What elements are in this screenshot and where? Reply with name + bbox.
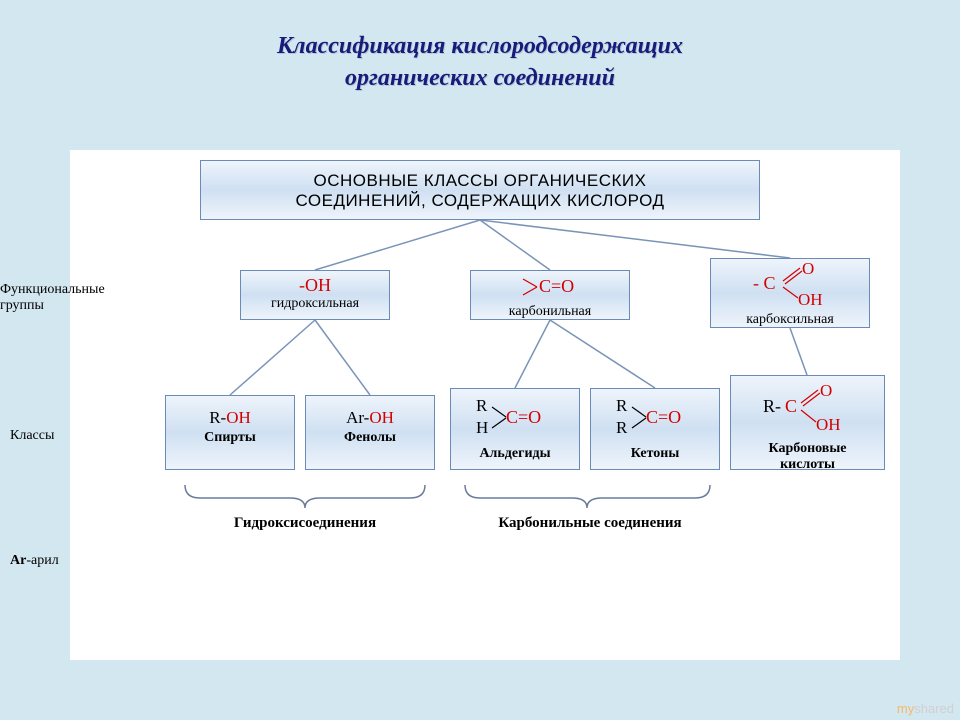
root-line-2: СОЕДИНЕНИЙ, СОДЕРЖАЩИХ КИСЛОРОД [295,191,664,210]
class-formula: Ar-OH [306,408,434,428]
class-formula: R R C=O [591,395,719,444]
title-line-2: органических соединений [345,65,615,91]
svg-text:O: O [802,261,814,278]
class-label: Фенолы [306,430,434,446]
svg-text:OH: OH [816,415,841,434]
grouping-carbonyl: Карбонильные соединения [450,515,730,532]
svg-text:R: R [476,396,488,415]
fg-box-carbonyl: C=O карбонильная [470,270,630,320]
fg-formula: -OH [241,275,389,296]
diagram-container: ОСНОВНЫЕ КЛАССЫ ОРГАНИЧЕСКИХ СОЕДИНЕНИЙ,… [70,150,900,660]
row-label-classes: Классы [10,428,54,444]
class-formula: R H C=O [451,395,579,444]
class-label: Кетоны [591,446,719,462]
class-label: Альдегиды [451,446,579,462]
watermark-orange: my [897,701,914,716]
class-box-ketones: R R C=O Кетоны [590,388,720,470]
class-box-phenols: Ar-OH Фенолы [305,395,435,470]
fg-box-hydroxyl: -OH гидроксильная [240,270,390,320]
fg-label: гидроксильная [241,296,389,312]
class-label: Спирты [166,430,294,446]
class-formula: R-OH [166,408,294,428]
svg-text:- C: - C [753,273,776,293]
fg-label: карбоксильная [711,312,869,328]
fg-label: карбонильная [471,304,629,320]
svg-text:H: H [476,418,488,437]
watermark-rest: shared [914,701,954,716]
fg-box-carboxyl: - C O OH карбоксильная [710,258,870,328]
svg-text:C=O: C=O [539,276,574,296]
row-label-ar: Ar-арил [10,553,59,569]
fg-formula: - C O OH [711,261,869,312]
svg-text:C=O: C=O [506,407,541,427]
svg-text:OH: OH [798,290,823,307]
fg-formula: C=O [471,275,629,304]
grouping-hydroxy: Гидроксисоединения [190,515,420,532]
svg-text:R: R [616,396,628,415]
svg-text:R-: R- [763,396,781,416]
class-box-carboxylic-acids: R- C O OH Карбоновые кислоты [730,375,885,470]
root-box: ОСНОВНЫЕ КЛАССЫ ОРГАНИЧЕСКИХ СОЕДИНЕНИЙ,… [200,160,760,220]
svg-text:C: C [785,396,797,416]
root-line-1: ОСНОВНЫЕ КЛАССЫ ОРГАНИЧЕСКИХ [314,171,647,190]
svg-text:O: O [820,382,832,400]
row-label-functional: Функциональные группы [0,282,70,314]
class-box-alcohols: R-OH Спирты [165,395,295,470]
svg-text:R: R [616,418,628,437]
svg-text:C=O: C=O [646,407,681,427]
class-formula: R- C O OH [731,382,884,439]
title-line-1: Классификация кислородсодержащих [277,33,683,59]
watermark: myshared [897,701,954,716]
class-label: Карбоновые кислоты [731,441,884,473]
class-box-aldehydes: R H C=O Альдегиды [450,388,580,470]
page-title: Классификация кислородсодержащих органич… [0,0,960,95]
